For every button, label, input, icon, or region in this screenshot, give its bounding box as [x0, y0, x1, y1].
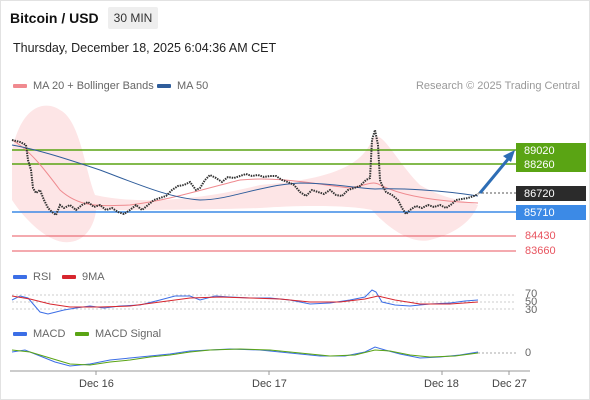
forecast-arrow-head [503, 150, 515, 162]
timestamp: Thursday, December 18, 2025 6:04:36 AM C… [13, 41, 277, 55]
level-tag-s3: 83660 [525, 245, 556, 257]
legend-rsi: RSI [13, 271, 51, 283]
macd-signal-line [11, 348, 479, 366]
macd-signal-swatch [75, 332, 89, 336]
legend-rsi-ma: 9MA [62, 271, 105, 283]
timeframe-button[interactable]: 30 MIN [108, 7, 158, 29]
rsi-swatch [13, 275, 27, 279]
legend-ma50: MA 50 [157, 80, 208, 92]
legend-ma50-label: MA 50 [177, 80, 209, 92]
level-tag-s2: 84430 [525, 230, 556, 242]
x-label-dec27: Dec 27 [492, 378, 527, 390]
macd-zero-label: 0 [525, 347, 532, 359]
level-tag-s1: 85710 [516, 205, 586, 220]
x-label-dec16: Dec 16 [79, 378, 114, 390]
rsi-ma-swatch [62, 275, 76, 279]
rsi-level-30: 30 [525, 304, 538, 316]
legend-bollinger: MA 20 + Bollinger Bands [13, 80, 154, 92]
macd-swatch [13, 332, 27, 336]
credit-text: Research © 2025 Trading Central [415, 80, 580, 92]
legend-macd-signal: MACD Signal [75, 328, 161, 340]
forecast-arrow [478, 157, 511, 194]
rsi-level-50: 50 [525, 296, 538, 308]
ma20-line [11, 139, 479, 207]
legend-macd: MACD [13, 328, 65, 340]
legend-bollinger-label: MA 20 + Bollinger Bands [33, 80, 154, 92]
legend-rsi-label: RSI [33, 271, 52, 283]
bollinger-swatch [13, 84, 27, 88]
legend-macd-signal-label: MACD Signal [95, 328, 162, 340]
rsi-level-70: 70 [525, 288, 538, 300]
x-label-dec17: Dec 17 [252, 378, 287, 390]
level-tag-r1: 88260 [516, 157, 586, 172]
rsi-line [11, 289, 479, 315]
legend-macd-label: MACD [33, 328, 66, 340]
ma50-swatch [157, 84, 171, 88]
ma50-line [11, 144, 479, 201]
rsi-ma-line [11, 295, 479, 308]
bollinger-band [12, 105, 478, 243]
price-candles [11, 129, 479, 217]
legend-rsi-ma-label: 9MA [82, 271, 105, 283]
instrument-title: Bitcoin / USD [10, 10, 99, 26]
x-label-dec18: Dec 18 [424, 378, 459, 390]
level-tag-last: 86720 [516, 186, 586, 201]
level-tag-r2: 89020 [516, 143, 586, 158]
macd-line [11, 346, 479, 367]
